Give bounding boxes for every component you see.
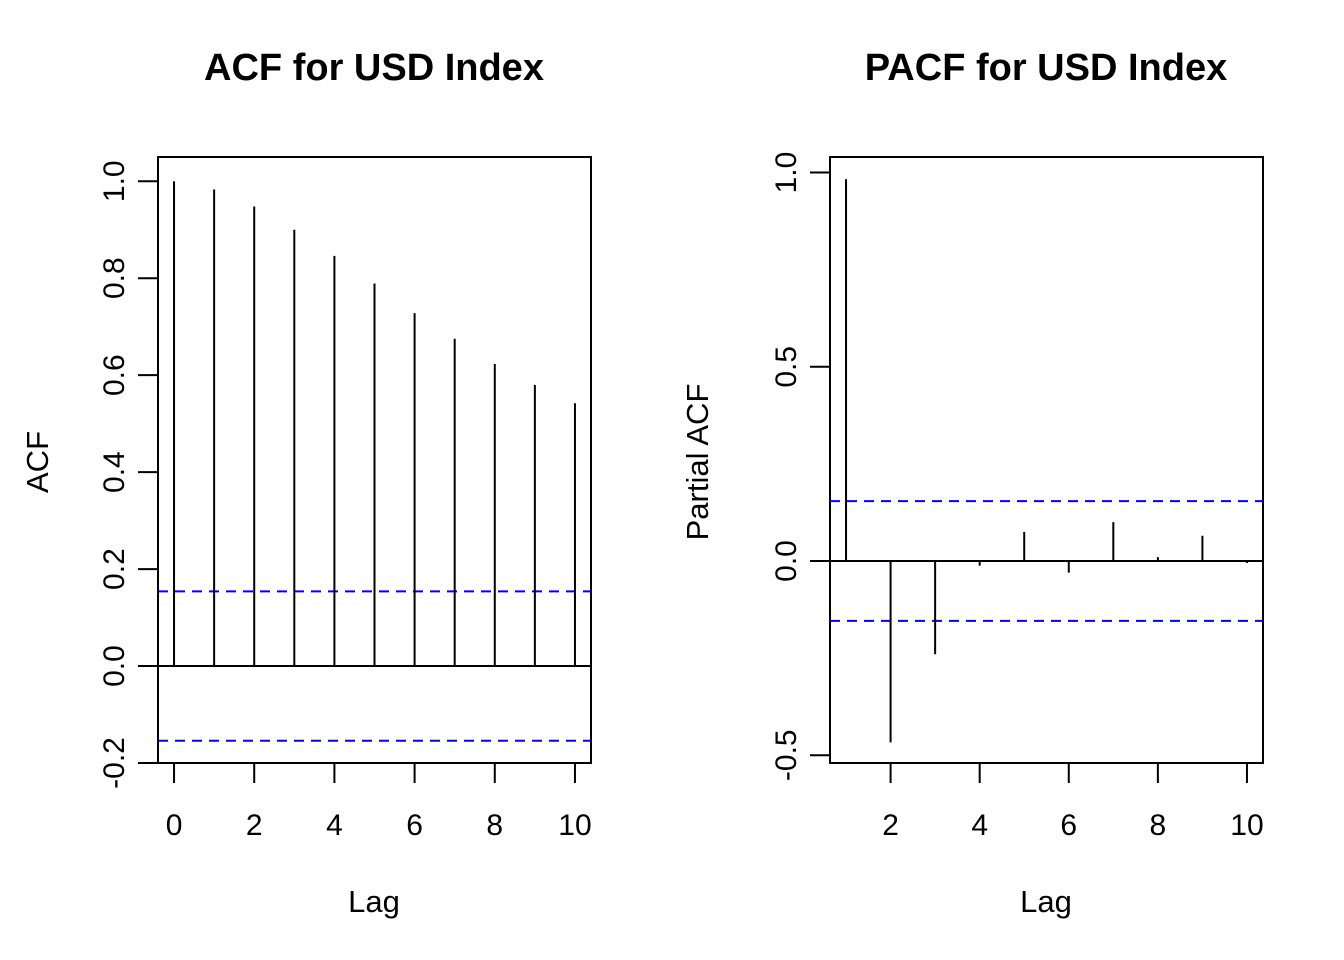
acf-y-tick-label: -0.2 [98,737,131,789]
pacf-x-tick-label: 6 [1060,809,1077,842]
acf-x-tick-label: 10 [558,809,591,842]
acf-y-tick-label: 0.0 [98,645,131,687]
pacf-y-tick-label: 0.5 [770,346,803,388]
acf-y-tick-label: 0.6 [98,354,131,396]
acf-x-tick-label: 6 [406,809,423,842]
pacf-x-tick-label: 8 [1150,809,1167,842]
acf-x-tick-label: 4 [326,809,343,842]
pacf-plot-frame [829,156,1264,764]
pacf-x-tick-label: 4 [971,809,988,842]
acf-x-tick-label: 8 [486,809,503,842]
pacf-y-axis-label: Partial ACF [680,384,715,541]
pacf-y-tick-label: 1.0 [770,152,803,194]
pacf-x-axis-label: Lag [1020,884,1072,919]
pacf-x-tick-label: 2 [882,809,899,842]
acf-x-axis-label: Lag [348,884,400,919]
acf-y-tick-label: 1.0 [98,160,131,202]
pacf-y-tick-label: 0.0 [770,540,803,582]
acf-title: ACF for USD Index [204,47,544,89]
pacf-title: PACF for USD Index [865,47,1227,89]
acf-y-axis-label: ACF [20,431,55,493]
acf-plot-frame [157,156,592,764]
acf-y-tick-label: 0.4 [98,451,131,493]
acf-x-tick-label: 0 [166,809,183,842]
pacf-x-tick-label: 10 [1230,809,1263,842]
acf-panel: ACF for USD Index Lag ACF 0 2 4 6 8 10 -0.2 0.0… [20,47,592,919]
acf-y-tick-label: 0.8 [98,257,131,299]
pacf-y-tick-label: -0.5 [770,729,803,781]
acf-y-tick-label: 0.2 [98,548,131,590]
pacf-panel: PACF for USD Index Lag Partial ACF 2 4 6 8 1… [680,47,1264,919]
acf-x-tick-label: 2 [246,809,263,842]
